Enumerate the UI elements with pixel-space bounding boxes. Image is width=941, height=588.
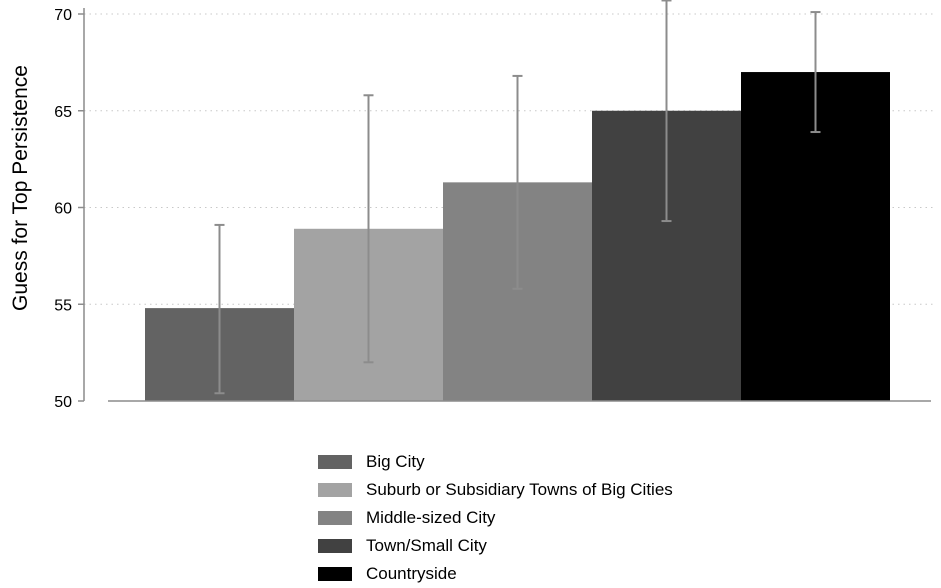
legend-swatch-4: [318, 567, 352, 581]
legend: Big City Suburb or Subsidiary Towns of Bi…: [318, 448, 673, 588]
legend-item-0: Big City: [318, 448, 673, 476]
error-bar-2: [512, 74, 523, 290]
legend-label-1: Suburb or Subsidiary Towns of Big Cities: [366, 480, 673, 499]
error-bar-3: [661, 0, 672, 223]
legend-item-3: Town/Small City: [318, 532, 673, 560]
error-bar-4: [810, 11, 821, 134]
legend-swatch-0: [318, 455, 352, 469]
legend-item-4: Countryside: [318, 560, 673, 588]
legend-swatch-3: [318, 539, 352, 553]
error-bars: [214, 0, 821, 395]
legend-label-4: Countryside: [366, 564, 457, 583]
legend-item-2: Middle-sized City: [318, 504, 673, 532]
error-bar-1: [363, 94, 374, 364]
y-tick-label-50: 50: [54, 394, 72, 411]
legend-label-2: Middle-sized City: [366, 508, 496, 527]
y-tick-label-65: 65: [54, 104, 72, 121]
legend-swatch-1: [318, 483, 352, 497]
legend-swatch-2: [318, 511, 352, 525]
y-tick-label-70: 70: [54, 7, 72, 24]
y-axis: 50 55 60 65 70: [54, 7, 931, 411]
y-tick-label-60: 60: [54, 201, 72, 218]
y-tick-label-55: 55: [54, 297, 72, 314]
legend-item-1: Suburb or Subsidiary Towns of Big Cities: [318, 476, 673, 504]
y-axis-label: Guess for Top Persistence: [9, 65, 32, 311]
error-bar-0: [214, 223, 225, 395]
legend-label-0: Big City: [366, 452, 425, 471]
legend-label-3: Town/Small City: [366, 536, 487, 555]
